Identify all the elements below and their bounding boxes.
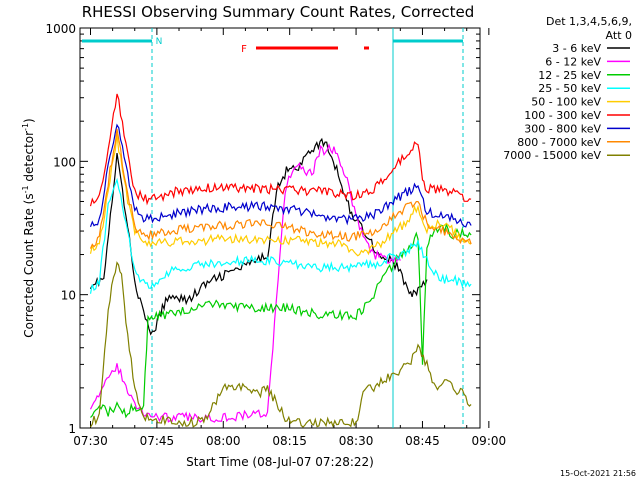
legend-entry-label: 3 - 6 keV	[552, 42, 601, 55]
y-axis-label: Corrected Count Rate (s-1 detector-1)	[21, 118, 36, 337]
x-tick-label: 08:45	[405, 434, 440, 448]
flare-marker-label: F	[241, 44, 247, 55]
series-group	[89, 93, 472, 428]
x-tick-label: 08:30	[339, 434, 374, 448]
legend-title: Det 1,3,4,5,6,9,	[546, 15, 632, 28]
legend-entry-label: 6 - 12 keV	[545, 55, 601, 68]
night-marker-label: N	[156, 37, 163, 47]
legend-subtitle: Att 0	[606, 29, 632, 42]
footer-timestamp: 15-Oct-2021 21:56	[560, 469, 636, 478]
y-tick-label: 10	[61, 289, 76, 303]
x-tick-label: 07:30	[73, 434, 108, 448]
series-line-1	[89, 143, 401, 423]
y-axis-label-sup1: -1	[21, 185, 30, 193]
y-axis-label-mid: detector	[22, 131, 36, 186]
x-axis-label: Start Time (08-Jul-07 07:28:22)	[186, 455, 374, 469]
legend-entry-label: 12 - 25 keV	[538, 69, 601, 82]
x-tick-label: 08:15	[272, 434, 307, 448]
series-line-3	[89, 177, 472, 294]
series-line-0	[89, 137, 428, 336]
x-tick-label: 07:45	[140, 434, 175, 448]
x-tick-label: 08:00	[206, 434, 241, 448]
y-axis-label-sup2: -1	[21, 123, 30, 131]
plot-area: 07:30 07:45 08:00 08:15 08:30 08:45 09:00 1 10 10…	[45, 22, 506, 448]
series-line-7	[89, 128, 472, 249]
legend-entry-label: 300 - 800 keV	[524, 122, 601, 135]
series-line-6	[89, 123, 472, 228]
chart-title: RHESSI Observing Summary Count Rates, Co…	[82, 3, 475, 21]
y-tick-label: 1	[68, 422, 76, 436]
legend-entry-label: 50 - 100 keV	[531, 96, 601, 109]
series-line-8	[89, 261, 472, 428]
legend-entry-label: 25 - 50 keV	[538, 82, 601, 95]
y-axis-label-end: )	[22, 118, 36, 123]
y-tick-label: 1000	[45, 22, 76, 36]
y-axis-label-main: Corrected Count Rate (s	[22, 193, 36, 337]
plot-frame	[79, 27, 481, 429]
legend-entry-label: 100 - 300 keV	[524, 109, 601, 122]
series-line-4	[89, 134, 472, 257]
legend-entry-label: 7000 - 15000 keV	[503, 149, 601, 162]
legend-entry-label: 800 - 7000 keV	[517, 136, 601, 149]
series-line-5	[89, 93, 472, 207]
y-tick-label: 100	[53, 155, 76, 169]
series-line-2	[90, 222, 472, 419]
x-tick-label: 09:00	[472, 434, 507, 448]
